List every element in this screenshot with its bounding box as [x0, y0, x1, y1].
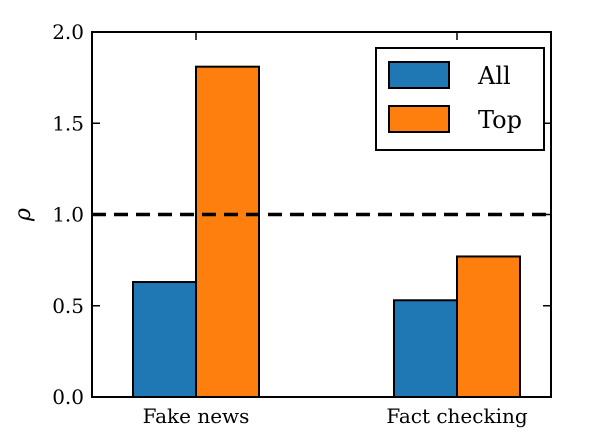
y-axis-ticks: 0.0 0.5 1.0 1.5 2.0 [52, 20, 551, 409]
y-tick-label: 1.5 [52, 111, 84, 135]
legend-label-top: Top [478, 106, 522, 134]
legend-swatch-all [388, 61, 450, 89]
x-axis-ticks: Fake news Fact checking [143, 32, 528, 428]
bar-all-fact-checking [393, 299, 458, 398]
bars-group [132, 65, 521, 399]
legend-swatch-top [388, 105, 450, 133]
x-tick-label: Fact checking [386, 404, 528, 428]
y-tick-label: 0.5 [52, 294, 84, 318]
y-tick-label: 0.0 [52, 385, 84, 409]
y-tick-label: 1.0 [52, 203, 84, 227]
y-tick-label: 2.0 [52, 20, 84, 44]
legend-label-all: All [477, 62, 511, 90]
x-tick-label: Fake news [143, 404, 250, 428]
bar-all-fake-news [132, 281, 197, 398]
bar-top-fake-news [195, 65, 260, 399]
bar-top-fact-checking [456, 255, 521, 398]
legend: All Top [375, 47, 545, 151]
y-axis-label: ρ [11, 208, 36, 222]
